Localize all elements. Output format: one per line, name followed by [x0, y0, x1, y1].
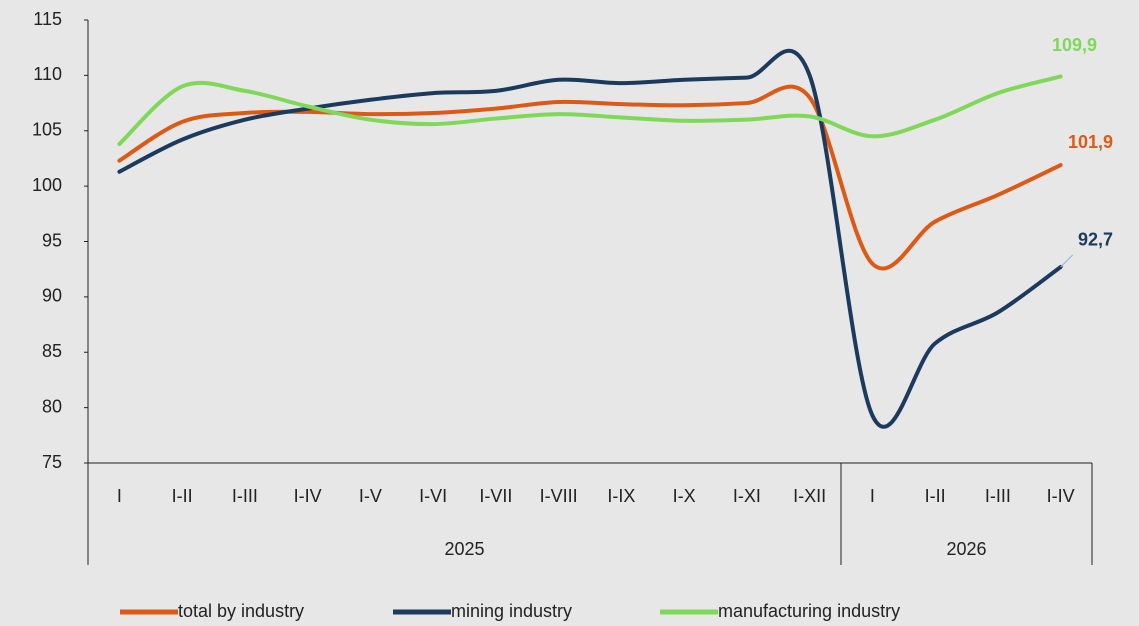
- group-label: 2025: [444, 539, 484, 559]
- legend-label: manufacturing industry: [718, 601, 900, 621]
- x-tick-label: I-V: [359, 486, 382, 506]
- group-label: 2026: [946, 539, 986, 559]
- x-tick-label: I-II: [172, 486, 193, 506]
- x-tick-label: I-IV: [294, 486, 322, 506]
- value-label: 101,9: [1068, 132, 1113, 152]
- value-label: 92,7: [1078, 230, 1113, 250]
- y-tick-label: 105: [32, 120, 62, 140]
- leader-line: [1060, 254, 1073, 268]
- x-tick-label: I-IX: [607, 486, 635, 506]
- x-tick-label: I: [870, 486, 875, 506]
- y-tick-label: 75: [42, 452, 62, 472]
- y-tick-label: 80: [42, 396, 62, 416]
- x-tick-label: I-XI: [733, 486, 761, 506]
- x-tick-label: I-VIII: [540, 486, 578, 506]
- x-tick-label: I-XII: [793, 486, 826, 506]
- line: [117, 74, 1063, 147]
- x-tick-label: I-III: [232, 486, 258, 506]
- value-label: 109,9: [1052, 35, 1097, 55]
- x-tick-label: I-VI: [419, 486, 447, 506]
- y-tick-label: 110: [33, 64, 62, 84]
- legend-label: mining industry: [451, 601, 572, 621]
- line: [117, 48, 1063, 429]
- y-tick-label: 100: [32, 175, 62, 195]
- x-tick-label: I: [117, 486, 122, 506]
- x-tick-label: I-II: [925, 486, 946, 506]
- y-tick-label: 95: [42, 230, 62, 250]
- y-tick-label: 115: [33, 9, 62, 29]
- x-tick-label: I-X: [673, 486, 696, 506]
- x-tick-label: I-IV: [1047, 486, 1075, 506]
- y-tick-label: 90: [42, 286, 62, 306]
- legend-label: total by industry: [178, 601, 304, 621]
- x-tick-label: I-VII: [479, 486, 512, 506]
- y-tick-label: 85: [42, 341, 62, 361]
- x-tick-label: I-III: [985, 486, 1011, 506]
